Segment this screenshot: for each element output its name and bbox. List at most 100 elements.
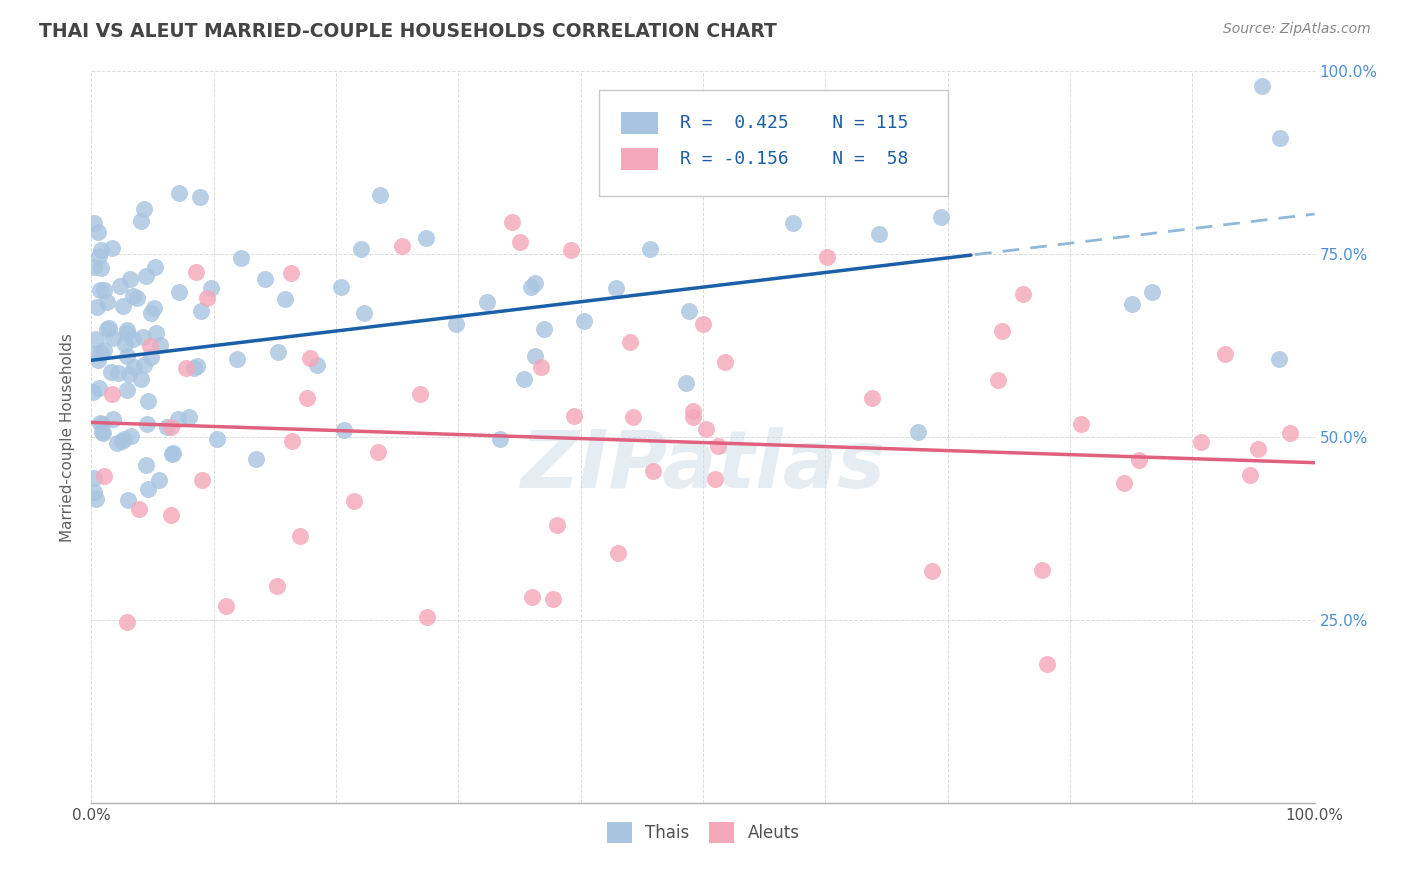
Point (139, 339, 162, 353)
Point (128, 502, 150, 516)
Point (101, 241, 124, 255)
Point (91, 426, 114, 441)
Point (695, 422, 717, 436)
Point (156, 420, 179, 434)
Point (513, 372, 536, 386)
Point (105, 436, 128, 450)
Point (136, 482, 159, 496)
Point (409, 387, 432, 401)
Point (253, 272, 276, 286)
Point (621, 410, 644, 425)
Point (907, 425, 929, 440)
Point (638, 243, 661, 257)
Point (1035, 657, 1057, 672)
Point (112, 432, 135, 446)
Point (205, 432, 228, 446)
Point (121, 288, 143, 302)
Point (93, 343, 115, 357)
Point (132, 330, 155, 344)
Point (148, 473, 170, 487)
Point (1270, 131, 1292, 145)
Point (266, 579, 288, 593)
Point (245, 452, 267, 467)
Point (574, 314, 596, 328)
Text: R =  0.425    N = 115: R = 0.425 N = 115 (679, 113, 908, 131)
Point (159, 508, 181, 523)
Point (107, 366, 129, 380)
Point (475, 295, 498, 310)
Point (143, 260, 166, 275)
Point (353, 306, 375, 320)
Point (267, 345, 290, 359)
Point (90, 425, 112, 439)
Point (533, 322, 555, 336)
Point (101, 331, 124, 345)
Point (343, 494, 366, 508)
Point (281, 434, 304, 449)
Point (1012, 286, 1035, 301)
Point (643, 464, 665, 478)
Point (1121, 297, 1143, 311)
Y-axis label: Married-couple Households: Married-couple Households (60, 333, 76, 541)
Point (186, 264, 208, 278)
Point (90, 417, 112, 431)
Point (115, 349, 138, 363)
Point (114, 337, 136, 351)
Point (1239, 468, 1261, 483)
Point (132, 202, 155, 216)
Point (142, 301, 165, 315)
Point (160, 419, 183, 434)
Point (87, 249, 110, 263)
Point (108, 279, 131, 293)
Point (200, 281, 222, 295)
Point (139, 350, 162, 364)
Point (1268, 351, 1291, 366)
Point (136, 417, 159, 431)
Point (215, 599, 238, 613)
Point (273, 292, 295, 306)
Point (83, 485, 105, 500)
Point (678, 303, 700, 318)
Point (135, 269, 157, 284)
Point (704, 472, 727, 486)
Point (523, 276, 546, 290)
Point (86, 352, 108, 367)
Point (391, 239, 413, 253)
Point (1251, 78, 1274, 93)
Point (1278, 426, 1301, 441)
Point (770, 170, 793, 185)
Point (84, 346, 107, 360)
Point (86, 332, 108, 346)
Point (520, 280, 543, 294)
Point (714, 354, 737, 368)
Point (186, 359, 208, 373)
Text: THAI VS ALEUT MARRIED-COUPLE HOUSEHOLDS CORRELATION CHART: THAI VS ALEUT MARRIED-COUPLE HOUSEHOLDS … (39, 22, 778, 41)
Point (522, 590, 544, 604)
Point (368, 188, 391, 202)
Point (860, 391, 883, 405)
Point (167, 411, 190, 425)
Point (509, 235, 531, 249)
Point (562, 409, 585, 423)
Point (82, 384, 104, 399)
Point (83, 260, 105, 274)
Point (149, 337, 172, 351)
Point (1215, 347, 1237, 361)
Point (707, 439, 730, 453)
Point (415, 231, 437, 245)
Point (117, 383, 139, 397)
Point (112, 299, 135, 313)
Point (93, 469, 115, 483)
Point (134, 358, 156, 372)
Point (546, 517, 568, 532)
Point (367, 445, 389, 459)
Point (90, 243, 112, 257)
Point (541, 591, 564, 606)
Point (682, 404, 704, 418)
Point (195, 291, 218, 305)
Point (83, 471, 105, 485)
Point (921, 564, 943, 578)
Point (295, 391, 318, 405)
Point (560, 243, 582, 257)
Point (179, 410, 201, 425)
